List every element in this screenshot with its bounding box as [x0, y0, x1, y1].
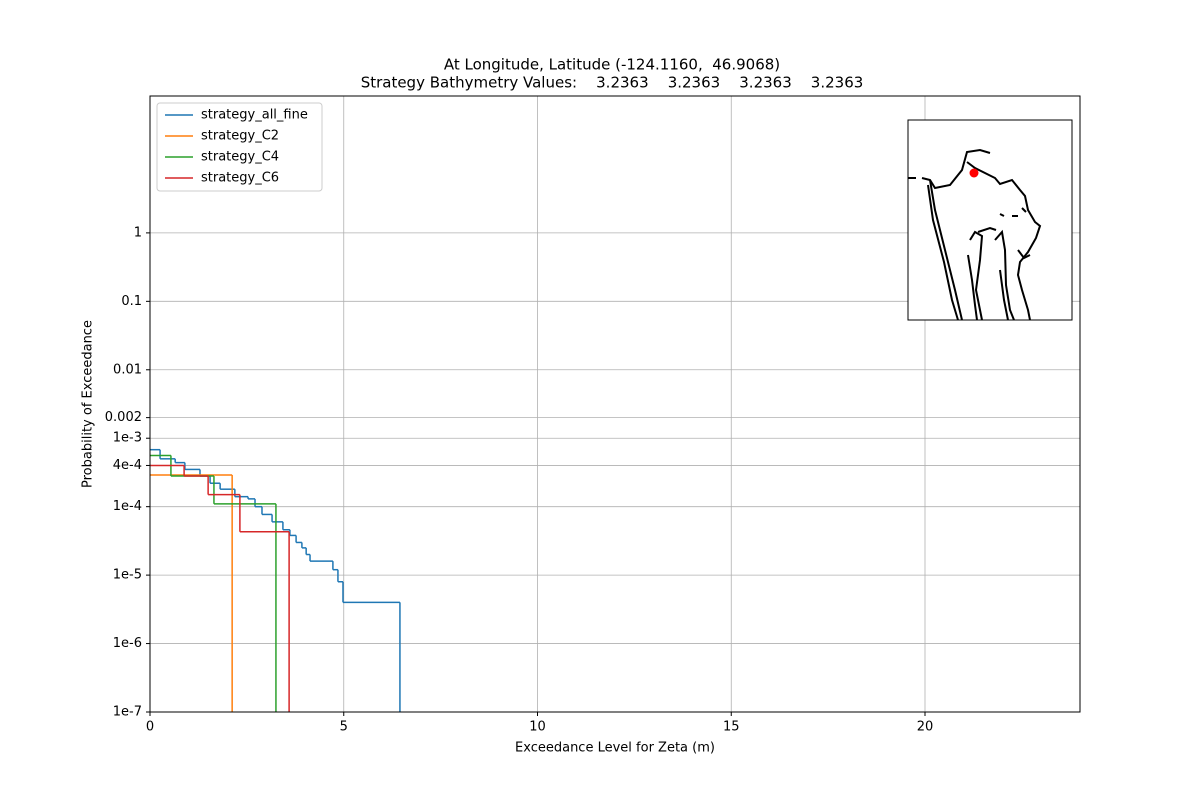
y-tick-label: 0.01: [113, 362, 142, 377]
y-tick-label: 0.1: [121, 294, 142, 309]
legend-label: strategy_all_fine: [201, 108, 308, 123]
legend-frame: [156, 102, 323, 192]
y-tick-label: 1e-3: [113, 431, 142, 446]
legend-label: strategy_C6: [201, 171, 279, 186]
legend-label: strategy_C2: [201, 129, 279, 144]
plot-area: 0 5 10 15 20 1e-7 1e-6 1e-5 1e-4 4e-4 1e-3 0.002 0.0…: [105, 96, 1080, 735]
x-tick-label: 0: [146, 720, 154, 735]
coastline: [908, 148, 1042, 321]
x-tick-label: 15: [723, 720, 740, 735]
series: [150, 448, 401, 712]
series: [150, 474, 233, 712]
x-tick-label: 5: [340, 720, 348, 735]
y-axis-label: Probability of Exceedance: [81, 320, 96, 488]
inset-map: [907, 119, 1073, 321]
y-tick-label: 1e-4: [113, 499, 142, 514]
chart-title: At Longitude, Latitude (-124.1160, 46.90…: [444, 56, 780, 74]
y-tick-label: 4e-4: [113, 458, 142, 473]
chart-subtitle: Strategy Bathymetry Values: 3.2363 3.236…: [361, 74, 864, 92]
y-tick-label: 0.002: [105, 410, 142, 425]
legend-label: strategy_C4: [201, 150, 279, 165]
y-tick-label: 1e-7: [113, 705, 142, 720]
inset-frame: [907, 119, 1073, 321]
x-tick-label: 10: [529, 720, 546, 735]
plot-frame: [149, 95, 1081, 713]
y-tick-label: 1: [134, 225, 142, 240]
x-axis-label: Exceedance Level for Zeta (m): [515, 741, 715, 756]
x-tick-label: 20: [917, 720, 934, 735]
y-tick-label: 1e-5: [113, 568, 142, 583]
location-marker: [969, 168, 979, 178]
legend: strategy_all_fine strategy_C2 strategy_C4s…: [156, 102, 323, 192]
series: [150, 464, 290, 712]
y-tick-label: 1e-6: [113, 636, 142, 651]
